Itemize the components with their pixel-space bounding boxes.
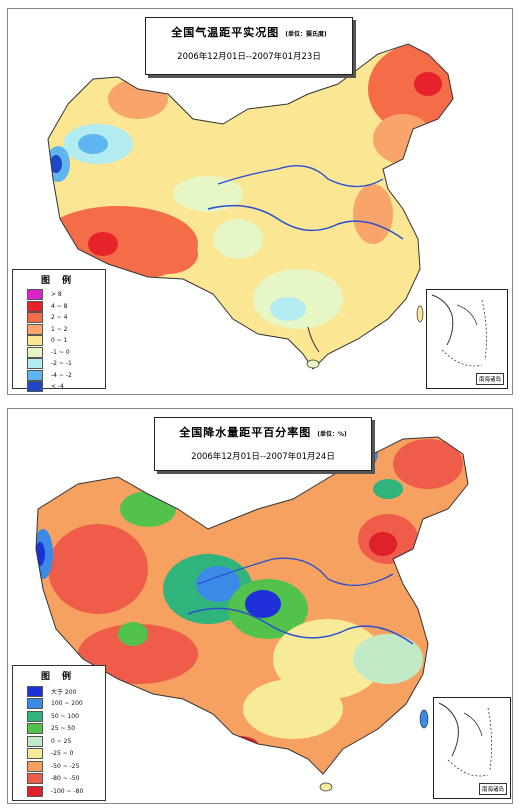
- inset-map-drawing: [438, 702, 492, 777]
- temperature-unit: (单位：摄氏度): [285, 31, 327, 38]
- legend-item: -80 ~ -50: [27, 773, 105, 786]
- legend-item: 0 ~ 25: [27, 735, 105, 748]
- legend-label: -2 ~ -1: [51, 360, 72, 368]
- hainan-island: [307, 326, 320, 353]
- temperature-title-box: 全国气温距平实况图 (单位：摄氏度) 2006年12月01日--2007年01月2…: [145, 17, 353, 75]
- legend-item: -50 ~ -25: [27, 760, 105, 773]
- legend-swatch: [27, 748, 43, 760]
- legend-item: 50 ~ 100: [27, 710, 105, 723]
- legend-item: -100 ~ -80: [27, 785, 105, 798]
- legend-item: > 8: [27, 289, 105, 301]
- legend-swatch: [27, 289, 43, 301]
- inset-label: 南海诸岛: [478, 783, 507, 795]
- legend-item: 25 ~ 50: [27, 723, 105, 736]
- temperature-map-canvas: [47, 43, 454, 370]
- inset-map-drawing: [431, 294, 487, 367]
- precipitation-legend: 图例 大于 200 100 ~ 200 50 ~ 100 25 ~ 50 0 ~…: [12, 665, 106, 801]
- legend-swatch: [27, 346, 43, 358]
- legend-label: 2 ~ 4: [51, 314, 68, 322]
- legend-swatch: [27, 773, 43, 785]
- legend-label: 100 ~ 200: [51, 700, 83, 708]
- legend-swatch: [27, 369, 43, 381]
- legend-swatch: [27, 723, 43, 735]
- legend-item: 1 ~ 2: [27, 323, 105, 336]
- legend-label: 1 ~ 2: [51, 325, 68, 333]
- precipitation-title: 全国降水量距平百分率图: [179, 426, 312, 439]
- legend-swatch: [27, 785, 43, 797]
- taiwan-island: [419, 709, 429, 729]
- legend-swatch: [27, 312, 43, 324]
- legend-swatch: [27, 335, 43, 347]
- legend-swatch: [27, 710, 43, 722]
- hainan-island: [319, 782, 333, 792]
- south-china-sea-inset: 南海诸岛: [426, 289, 508, 389]
- legend-label: 0 ~ 1: [51, 337, 68, 345]
- legend-swatch: [27, 685, 43, 697]
- legend-item: -25 ~ 0: [27, 748, 105, 761]
- legend-label: 4 ~ 8: [51, 302, 68, 310]
- temperature-legend-title: 图例: [40, 276, 83, 286]
- legend-item: 2 ~ 4: [27, 312, 105, 324]
- legend-swatch: [27, 358, 43, 370]
- legend-swatch: [27, 323, 43, 335]
- temperature-anomaly-map: 全国气温距平实况图 (单位：摄氏度) 2006年12月01日--2007年01月2…: [7, 8, 513, 395]
- legend-item: 100 ~ 200: [27, 698, 105, 711]
- legend-label: 50 ~ 100: [51, 712, 79, 720]
- legend-label: -1 ~ 0: [51, 348, 70, 356]
- precipitation-date-range: 2006年12月01日--2007年01月24日: [191, 452, 335, 462]
- temperature-date-range: 2006年12月01日--2007年01月23日: [177, 52, 321, 62]
- legend-swatch: [27, 300, 43, 312]
- legend-label: -4 ~ -2: [51, 371, 72, 379]
- legend-swatch: [27, 735, 43, 747]
- temperature-legend: 图例 > 8 4 ~ 8 2 ~ 4 1 ~ 2 0 ~ 1 -1 ~ 0 -2…: [12, 269, 106, 393]
- legend-label: > 8: [51, 291, 62, 299]
- legend-item: -1 ~ 0: [27, 346, 105, 359]
- precipitation-anomaly-map: 全国降水量距平百分率图 (单位：%) 2006年12月01日--2007年01月2…: [7, 408, 513, 804]
- legend-label: 0 ~ 25: [51, 737, 72, 745]
- legend-item: -2 ~ -1: [27, 358, 105, 370]
- inset-label: 南海诸岛: [475, 373, 504, 385]
- precipitation-title-box: 全国降水量距平百分率图 (单位：%) 2006年12月01日--2007年01月2…: [154, 417, 372, 471]
- taiwan-island: [416, 305, 424, 323]
- legend-item: < -4: [27, 381, 105, 393]
- legend-label: 大于 200: [51, 688, 77, 696]
- legend-label: -100 ~ -80: [51, 787, 84, 795]
- precipitation-legend-title: 图例: [40, 672, 83, 682]
- legend-item: 大于 200: [27, 685, 105, 698]
- precipitation-unit: (单位：%): [317, 431, 347, 438]
- temperature-title: 全国气温距平实况图: [171, 26, 280, 39]
- legend-item: 0 ~ 1: [27, 335, 105, 347]
- legend-label: -25 ~ 0: [51, 750, 74, 758]
- legend-item: -4 ~ -2: [27, 369, 105, 382]
- legend-swatch: [27, 760, 43, 772]
- legend-label: -80 ~ -50: [51, 775, 80, 783]
- legend-swatch: [27, 381, 43, 393]
- legend-label: 25 ~ 50: [51, 725, 76, 733]
- legend-label: < -4: [51, 383, 64, 391]
- legend-swatch: [27, 698, 43, 710]
- legend-label: -50 ~ -25: [51, 762, 80, 770]
- legend-item: 4 ~ 8: [27, 300, 105, 313]
- south-china-sea-inset: 南海诸岛: [433, 697, 511, 799]
